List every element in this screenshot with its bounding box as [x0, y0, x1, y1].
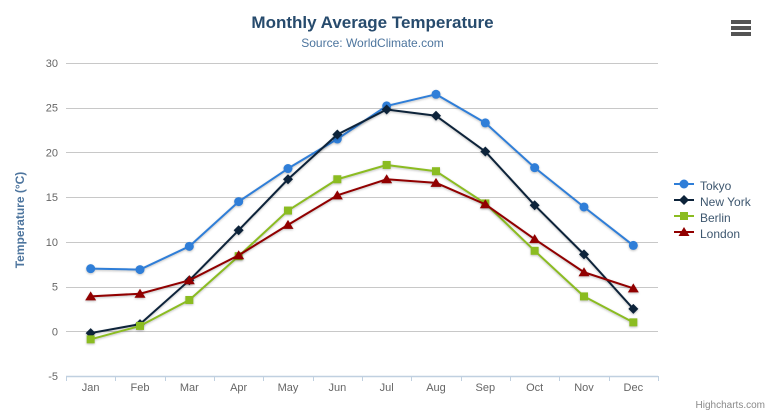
data-point[interactable]	[284, 206, 292, 215]
x-axis-tick-label: Aug	[426, 382, 446, 394]
data-point[interactable]	[431, 110, 441, 121]
data-point[interactable]	[185, 295, 194, 304]
data-point[interactable]	[86, 264, 96, 274]
legend-label: London	[700, 227, 741, 241]
series-new-york	[85, 104, 639, 339]
series-line	[89, 163, 635, 341]
legend-item-new-york[interactable]: New York	[673, 194, 769, 210]
legend-label: Berlin	[700, 211, 731, 225]
x-axis-tick-label: Oct	[526, 382, 543, 394]
legend-item-london[interactable]: London	[673, 226, 769, 242]
y-axis-tick-label: 0	[52, 326, 58, 338]
data-point[interactable]	[134, 288, 146, 298]
data-point[interactable]	[580, 292, 588, 301]
data-point[interactable]	[628, 303, 639, 314]
data-point[interactable]	[480, 118, 490, 128]
data-point[interactable]	[184, 241, 194, 251]
data-point[interactable]	[530, 246, 539, 255]
data-point[interactable]	[135, 265, 145, 275]
series-line	[89, 93, 635, 271]
data-point[interactable]	[430, 177, 442, 187]
data-point[interactable]	[529, 234, 541, 244]
y-axis-tick-label: 10	[46, 237, 58, 249]
legend-item-tokyo[interactable]: Tokyo	[673, 178, 769, 194]
data-point[interactable]	[579, 249, 589, 260]
data-point[interactable]	[579, 202, 589, 212]
data-point[interactable]	[283, 174, 293, 185]
berlin-series-marker-icon	[673, 209, 700, 227]
new-york-series-marker-icon	[673, 193, 700, 211]
x-axis-tick-label: Dec	[624, 382, 644, 394]
y-axis-tick-label: -5	[48, 371, 58, 383]
data-point[interactable]	[233, 225, 244, 236]
x-axis-tick-label: Jan	[82, 382, 100, 394]
x-axis-tick-label: Sep	[476, 382, 496, 394]
y-axis-title: Temperature (°C)	[13, 172, 27, 269]
x-axis-tick-label: Jun	[328, 382, 346, 394]
hamburger-icon	[731, 20, 751, 24]
y-axis-tick-label: 30	[46, 58, 58, 70]
series-line	[89, 178, 635, 298]
y-axis-tick-label: 15	[46, 192, 58, 204]
highcharts-credit-link[interactable]: Highcharts.com	[695, 400, 765, 411]
data-point[interactable]	[578, 267, 590, 277]
data-point[interactable]	[85, 291, 97, 301]
data-point[interactable]	[479, 199, 491, 209]
chart-title: Monthly Average Temperature	[251, 13, 494, 32]
series-line	[89, 108, 635, 335]
data-point[interactable]	[530, 163, 540, 173]
x-axis-tick-label: Apr	[230, 382, 247, 394]
x-axis-tick-label: May	[278, 382, 299, 394]
data-point[interactable]	[233, 250, 245, 260]
data-point[interactable]	[234, 197, 244, 207]
data-point[interactable]	[529, 200, 540, 211]
hamburger-icon	[731, 26, 751, 30]
data-point[interactable]	[629, 318, 638, 327]
data-point[interactable]	[382, 160, 391, 169]
data-point[interactable]	[627, 283, 639, 293]
y-axis-tick-label: 25	[46, 103, 58, 115]
data-point[interactable]	[282, 219, 294, 229]
data-point[interactable]	[136, 321, 144, 330]
series-london	[85, 174, 639, 301]
legend: Tokyo New York Berlin London	[673, 178, 769, 242]
hamburger-icon	[731, 32, 751, 36]
series-tokyo	[86, 89, 638, 275]
tokyo-series-marker-icon	[673, 177, 700, 195]
data-point[interactable]	[381, 104, 392, 115]
chart-generated-content: -5 0 5 10 15 20 25 30 Jan Feb Mar Apr May Jun Jul Aug Se…	[46, 58, 659, 394]
x-axis-tick-label: Nov	[574, 382, 594, 394]
data-point[interactable]	[431, 89, 441, 99]
legend-item-berlin[interactable]: Berlin	[673, 210, 769, 226]
x-axis-tick-label: Jul	[380, 382, 394, 394]
legend-label: Tokyo	[700, 179, 732, 193]
data-point[interactable]	[628, 240, 638, 250]
london-series-marker-icon	[673, 225, 700, 243]
data-point[interactable]	[432, 167, 440, 176]
legend-label: New York	[700, 195, 751, 209]
y-axis-tick-label: 5	[52, 282, 58, 294]
data-point[interactable]	[331, 190, 343, 200]
data-point[interactable]	[480, 146, 491, 157]
export-menu-button[interactable]	[731, 20, 751, 36]
data-point[interactable]	[332, 129, 343, 140]
data-point[interactable]	[86, 335, 95, 344]
chart-subtitle: Source: WorldClimate.com	[301, 36, 444, 50]
x-axis-tick-label: Mar	[180, 382, 199, 394]
data-point[interactable]	[183, 275, 195, 285]
x-axis-tick-label: Feb	[131, 382, 150, 394]
data-point[interactable]	[381, 174, 393, 184]
y-axis-tick-label: 20	[46, 147, 58, 159]
data-point[interactable]	[333, 175, 342, 184]
data-point[interactable]	[283, 164, 293, 174]
